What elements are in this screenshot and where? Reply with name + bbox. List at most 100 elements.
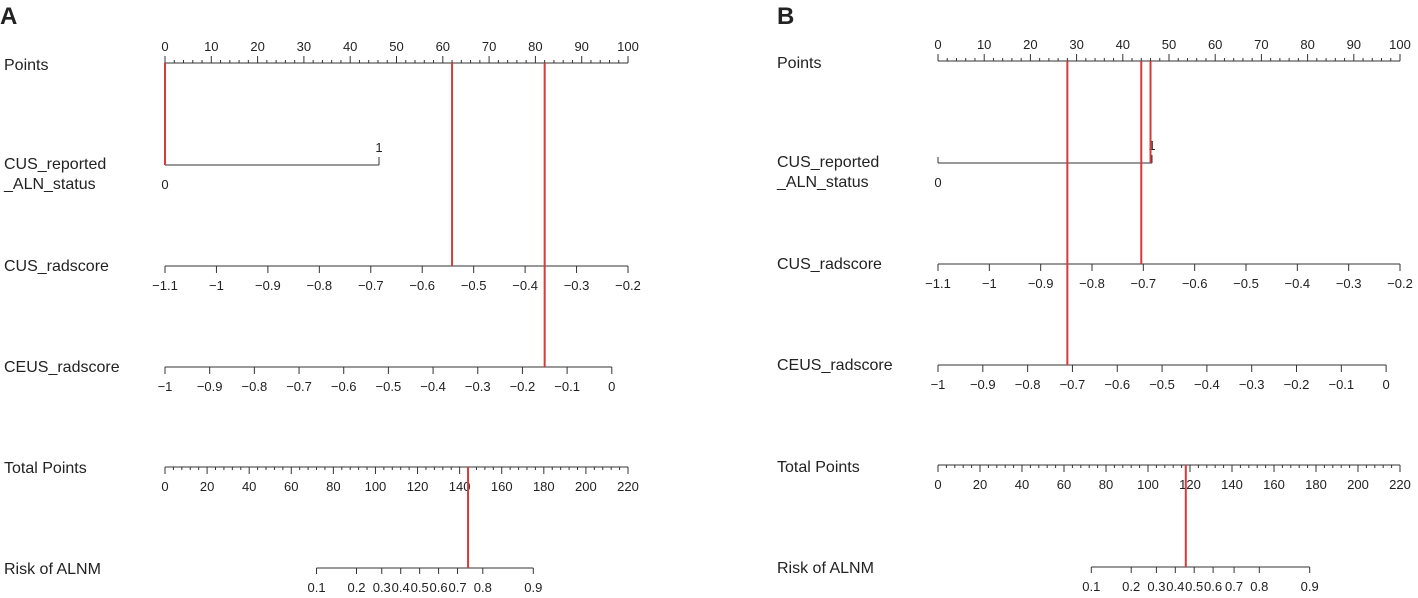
tick-label: 80 — [1099, 477, 1113, 492]
tick-label: 100 — [1137, 477, 1159, 492]
row-label: Total Points — [4, 460, 87, 477]
tick-label: 200 — [575, 479, 597, 494]
tick-label: −0.8 — [1079, 276, 1105, 291]
tick-label: −0.4 — [1194, 377, 1220, 392]
tick-label: 0 — [934, 477, 941, 492]
axis-0: Points 0 10 20 30 40 50 60 70 80 90 100 — [4, 39, 639, 74]
tick-label: 0.6 — [1204, 579, 1222, 594]
row-label: Risk of ALNM — [777, 560, 874, 577]
axis-5: Risk of ALNM 0.1 0.2 0.3 0.4 0.5 0.6 0.7 0.8 0.9 — [4, 561, 542, 595]
tick-label: −0.9 — [1028, 276, 1054, 291]
tick-label: 20 — [250, 39, 264, 54]
row-label: Points — [777, 55, 821, 72]
tick-label: 0.1 — [307, 580, 325, 595]
tick-label: 60 — [436, 39, 450, 54]
tick-label: 180 — [533, 479, 555, 494]
axis-0: Points 0 10 20 30 40 50 60 70 80 90 100 — [777, 37, 1411, 72]
tick-label: −0.9 — [255, 278, 281, 293]
category-label: 1 — [375, 140, 382, 155]
tick-label: 60 — [1057, 477, 1071, 492]
category-label: 0 — [161, 177, 168, 192]
tick-label: −0.6 — [1104, 377, 1130, 392]
tick-label: −0.7 — [358, 278, 384, 293]
tick-label: −0.8 — [306, 278, 332, 293]
row-label: _ALN_status — [776, 174, 869, 191]
tick-label: 0.8 — [474, 580, 492, 595]
row-label: CUS_reported — [4, 156, 106, 173]
tick-label: −0.3 — [1336, 276, 1362, 291]
tick-label: −0.9 — [197, 379, 223, 394]
row-label: CUS_reported — [777, 154, 879, 171]
tick-label: 160 — [1263, 477, 1285, 492]
tick-label: 0.3 — [373, 580, 391, 595]
tick-label: −0.4 — [1284, 276, 1310, 291]
axis-3: CEUS_radscore −1 −0.9 −0.8 −0.7 −0.6 −0.5 −0.4 −… — [4, 359, 615, 394]
axis-1: CUS_reported _ALN_status 0 1 — [776, 138, 1156, 191]
tick-label: 0.9 — [1301, 579, 1319, 594]
tick-label: 0 — [1383, 377, 1390, 392]
tick-label: −0.6 — [331, 379, 357, 394]
tick-label: 0.8 — [1250, 579, 1268, 594]
row-label: CEUS_radscore — [777, 357, 893, 374]
tick-label: 0 — [934, 37, 941, 52]
tick-label: −0.3 — [465, 379, 491, 394]
tick-label: 60 — [284, 479, 298, 494]
tick-label: −0.2 — [1284, 377, 1310, 392]
axis-3: CEUS_radscore −1 −0.9 −0.8 −0.7 −0.6 −0.5 −0.4 −… — [777, 357, 1390, 392]
category-label: 1 — [1148, 138, 1155, 153]
tick-label: −0.1 — [554, 379, 580, 394]
tick-label: 40 — [1116, 37, 1130, 52]
marker-lines — [164, 63, 546, 568]
tick-label: 0.2 — [1122, 579, 1140, 594]
tick-label: −0.6 — [409, 278, 435, 293]
tick-label: 0.5 — [1185, 579, 1203, 594]
tick-label: 0.9 — [524, 580, 542, 595]
tick-label: −0.7 — [1060, 377, 1086, 392]
tick-label: −0.4 — [512, 278, 538, 293]
tick-label: −0.6 — [1182, 276, 1208, 291]
tick-label: −1.1 — [925, 276, 951, 291]
row-label: CUS_radscore — [777, 256, 882, 273]
tick-label: −0.2 — [510, 379, 536, 394]
tick-label: −1.1 — [152, 278, 178, 293]
axis-2: CUS_radscore −1.1 −1 −0.9 −0.8 −0.7 −0.6 −0.5 −0… — [777, 256, 1413, 291]
tick-label: 30 — [297, 39, 311, 54]
tick-label: −0.1 — [1328, 377, 1354, 392]
tick-label: 0.5 — [411, 580, 429, 595]
tick-label: −0.2 — [615, 278, 641, 293]
row-label: Total Points — [777, 459, 860, 476]
tick-label: 200 — [1347, 477, 1369, 492]
row-label: Points — [4, 57, 48, 74]
tick-label: −0.5 — [376, 379, 402, 394]
tick-label: −0.3 — [564, 278, 590, 293]
tick-label: 20 — [1023, 37, 1037, 52]
category-label: 0 — [934, 175, 941, 190]
tick-label: 140 — [449, 479, 471, 494]
tick-label: 0.3 — [1147, 579, 1165, 594]
tick-label: 10 — [204, 39, 218, 54]
tick-label: 10 — [977, 37, 991, 52]
tick-label: −0.5 — [461, 278, 487, 293]
tick-label: −0.5 — [1149, 377, 1175, 392]
tick-label: 180 — [1305, 477, 1327, 492]
tick-label: −0.8 — [1015, 377, 1041, 392]
tick-label: −1 — [158, 379, 173, 394]
tick-label: 120 — [1179, 477, 1201, 492]
tick-label: 70 — [1254, 37, 1268, 52]
tick-label: −0.7 — [286, 379, 312, 394]
tick-label: −0.8 — [242, 379, 268, 394]
tick-label: 20 — [973, 477, 987, 492]
tick-label: 0.6 — [430, 580, 448, 595]
tick-label: 100 — [365, 479, 387, 494]
axis-4: Total Points 0 20 40 60 80 100 120 140 160 180 200 2… — [4, 460, 639, 494]
axis-1: CUS_reported _ALN_status 0 1 — [3, 140, 383, 193]
tick-label: 70 — [482, 39, 496, 54]
tick-label: −0.2 — [1387, 276, 1413, 291]
tick-label: 30 — [1069, 37, 1083, 52]
tick-label: −0.4 — [420, 379, 446, 394]
tick-label: 60 — [1208, 37, 1222, 52]
tick-label: −0.3 — [1239, 377, 1265, 392]
